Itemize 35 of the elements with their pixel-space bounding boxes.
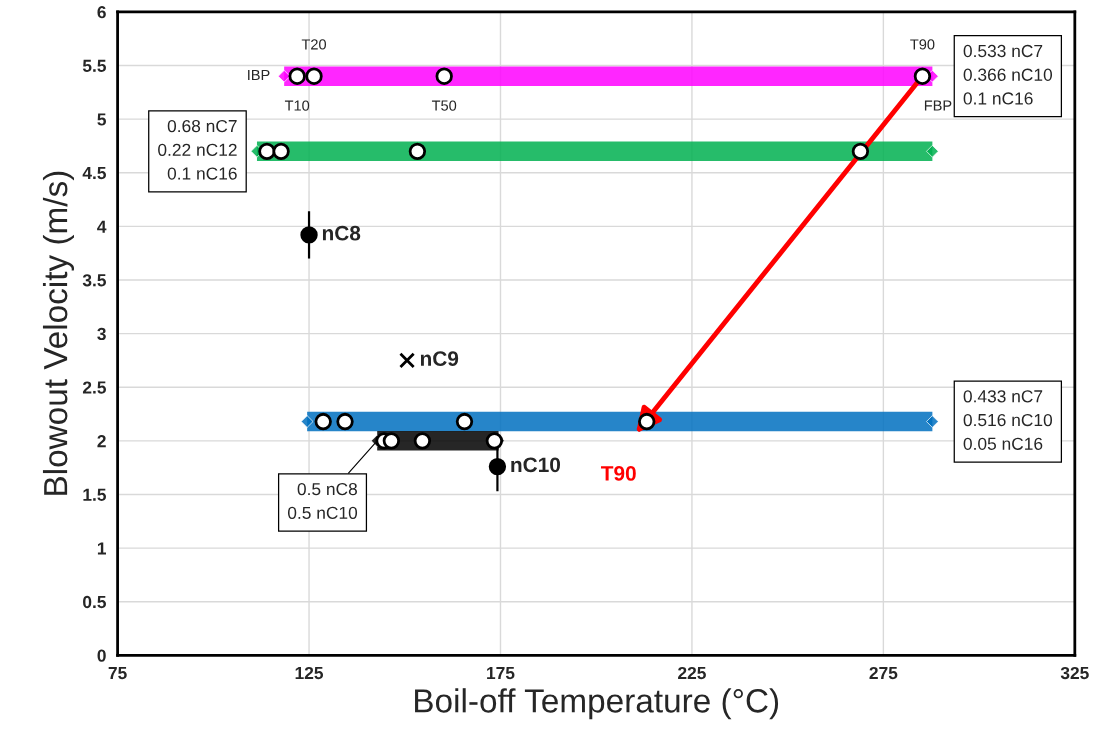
y-tick-label: 3.5: [82, 274, 106, 287]
y-tick-label: 3: [97, 327, 106, 341]
x-tick-label: 125: [295, 666, 324, 680]
annotation: T10: [284, 100, 310, 111]
annotation: T90: [600, 466, 636, 481]
series-label: nC9: [420, 351, 459, 367]
y-tick-label: 0.5: [83, 595, 106, 609]
x-tick-label: 275: [869, 666, 898, 680]
annotation: T90: [910, 39, 935, 50]
x-tick-label: 175: [487, 667, 515, 680]
y-axis-title: Blowout Velocity (m/s): [42, 171, 75, 495]
y-tick-label: 5: [97, 113, 106, 126]
y-tick-label: 2.5: [82, 381, 106, 394]
y-tick-label: 0: [97, 649, 106, 662]
y-tick-label: 2: [97, 435, 106, 448]
y-tick-label: 4.5: [82, 167, 106, 180]
y-tick-label: 6: [97, 6, 106, 19]
annotation: IBP: [248, 69, 270, 80]
y-tick-label: 4: [97, 220, 107, 233]
x-tick-label: 325: [1060, 666, 1089, 680]
series-label: nC10: [511, 457, 561, 473]
series-label: nC8: [322, 225, 361, 241]
y-tick-label: 1: [97, 542, 106, 555]
annotation: FBP: [924, 100, 952, 111]
annotation: 0.68 nC7 0.22 nC12 0.1 nC16: [158, 119, 237, 180]
y-tick-label: 5.5: [82, 59, 106, 72]
annotation: T50: [431, 100, 457, 111]
y-tick-label: 1.5: [83, 488, 106, 501]
annotation: 0.5 nC8 0.5 nC10: [287, 482, 358, 519]
annotation: T20: [301, 39, 327, 50]
annotation: 0.533 nC7 0.366 nC10 0.1 nC16: [963, 44, 1053, 105]
x-axis-title: Boil-off Temperature (°C): [415, 688, 779, 720]
annotation: 0.433 nC7 0.516 nC10 0.05 nC16: [963, 390, 1053, 450]
x-tick-label: 75: [108, 667, 127, 680]
x-tick-label: 225: [678, 666, 706, 680]
